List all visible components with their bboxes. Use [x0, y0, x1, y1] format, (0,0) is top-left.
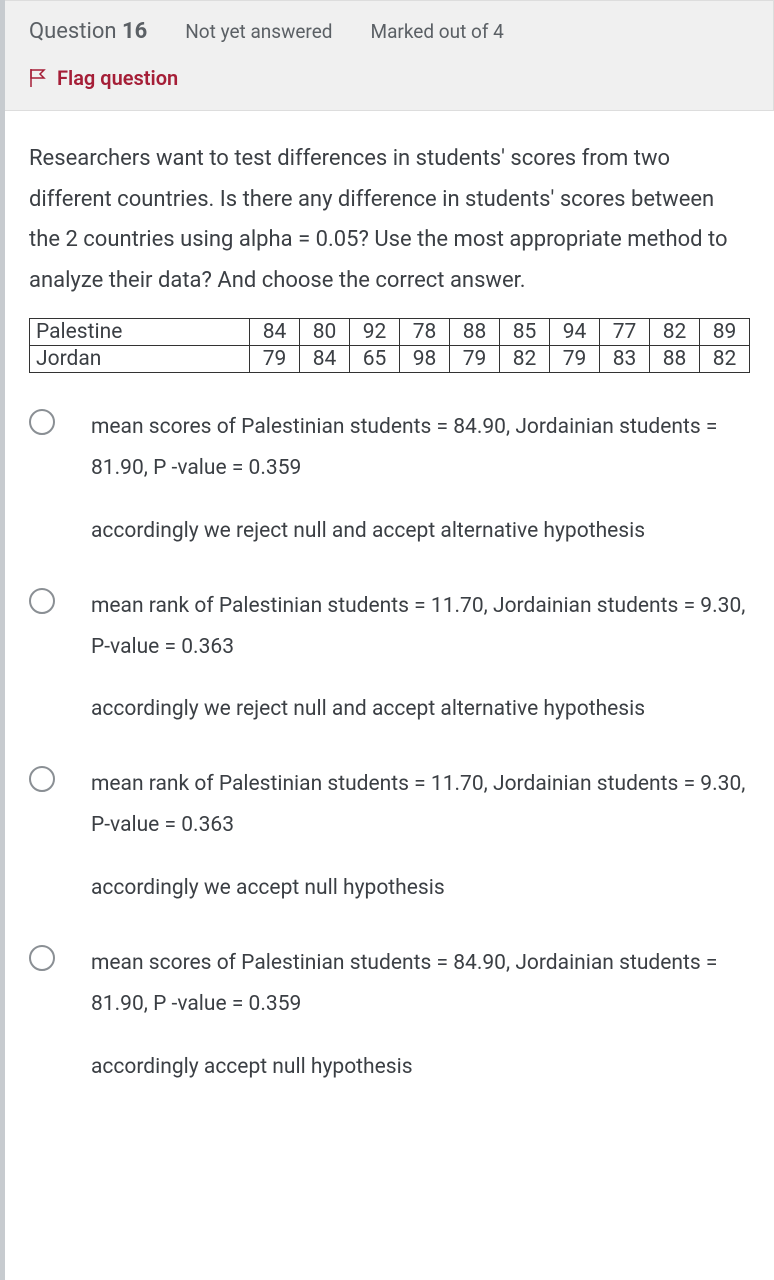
option-line2: accordingly we accept null hypothesis: [91, 868, 750, 909]
table-cell: 82: [500, 345, 550, 372]
flag-icon: [29, 68, 47, 88]
option-line1: mean scores of Palestinian students = 84…: [91, 415, 717, 480]
answer-option[interactable]: mean scores of Palestinian students = 84…: [29, 407, 750, 552]
option-text: mean rank of Palestinian students = 11.7…: [91, 764, 750, 909]
table-cell: 85: [500, 318, 550, 345]
question-title: Question 16: [29, 19, 147, 44]
table-cell: 82: [700, 345, 750, 372]
table-cell: 82: [650, 318, 700, 345]
table-cell: 88: [650, 345, 700, 372]
marks-label: Marked out of 4: [370, 20, 503, 43]
table-cell: 84: [250, 318, 300, 345]
table-cell: 80: [300, 318, 350, 345]
radio-button[interactable]: [29, 409, 55, 435]
row-label: Palestine: [30, 318, 250, 345]
option-line2: accordingly we reject null and accept al…: [91, 689, 750, 730]
table-cell: 83: [600, 345, 650, 372]
option-line1: mean rank of Palestinian students = 11.7…: [91, 594, 745, 659]
options-list: mean scores of Palestinian students = 84…: [29, 407, 750, 1088]
option-text: mean rank of Palestinian students = 11.7…: [91, 586, 750, 731]
table-cell: 79: [250, 345, 300, 372]
table-cell: 94: [550, 318, 600, 345]
table-cell: 78: [400, 318, 450, 345]
table-cell: 89: [700, 318, 750, 345]
table-row: Palestine84809278888594778289: [30, 318, 750, 345]
option-line1: mean rank of Palestinian students = 11.7…: [91, 772, 745, 837]
question-number: 16: [122, 19, 147, 44]
question-header: Question 16 Not yet answered Marked out …: [5, 0, 774, 111]
answer-option[interactable]: mean rank of Palestinian students = 11.7…: [29, 764, 750, 909]
radio-button[interactable]: [29, 766, 55, 792]
question-body: Researchers want to test differences in …: [5, 111, 774, 1112]
option-line1: mean scores of Palestinian students = 84…: [91, 951, 717, 1016]
option-text: mean scores of Palestinian students = 84…: [91, 943, 750, 1088]
table-cell: 65: [350, 345, 400, 372]
table-cell: 92: [350, 318, 400, 345]
radio-button[interactable]: [29, 945, 55, 971]
question-text: Researchers want to test differences in …: [29, 139, 750, 302]
table-cell: 98: [400, 345, 450, 372]
option-line2: accordingly accept null hypothesis: [91, 1047, 750, 1088]
table-cell: 88: [450, 318, 500, 345]
table-row: Jordan79846598798279838882: [30, 345, 750, 372]
answer-option[interactable]: mean scores of Palestinian students = 84…: [29, 943, 750, 1088]
table-cell: 77: [600, 318, 650, 345]
question-label: Question: [29, 19, 117, 44]
header-top: Question 16 Not yet answered Marked out …: [29, 19, 749, 44]
answer-status: Not yet answered: [185, 20, 332, 43]
flag-question-button[interactable]: Flag question: [29, 66, 749, 90]
table-cell: 79: [550, 345, 600, 372]
option-line2: accordingly we reject null and accept al…: [91, 511, 750, 552]
data-table: Palestine84809278888594778289Jordan79846…: [29, 318, 750, 373]
option-text: mean scores of Palestinian students = 84…: [91, 407, 750, 552]
radio-button[interactable]: [29, 588, 55, 614]
flag-label: Flag question: [57, 66, 178, 90]
table-cell: 79: [450, 345, 500, 372]
table-cell: 84: [300, 345, 350, 372]
row-label: Jordan: [30, 345, 250, 372]
answer-option[interactable]: mean rank of Palestinian students = 11.7…: [29, 586, 750, 731]
